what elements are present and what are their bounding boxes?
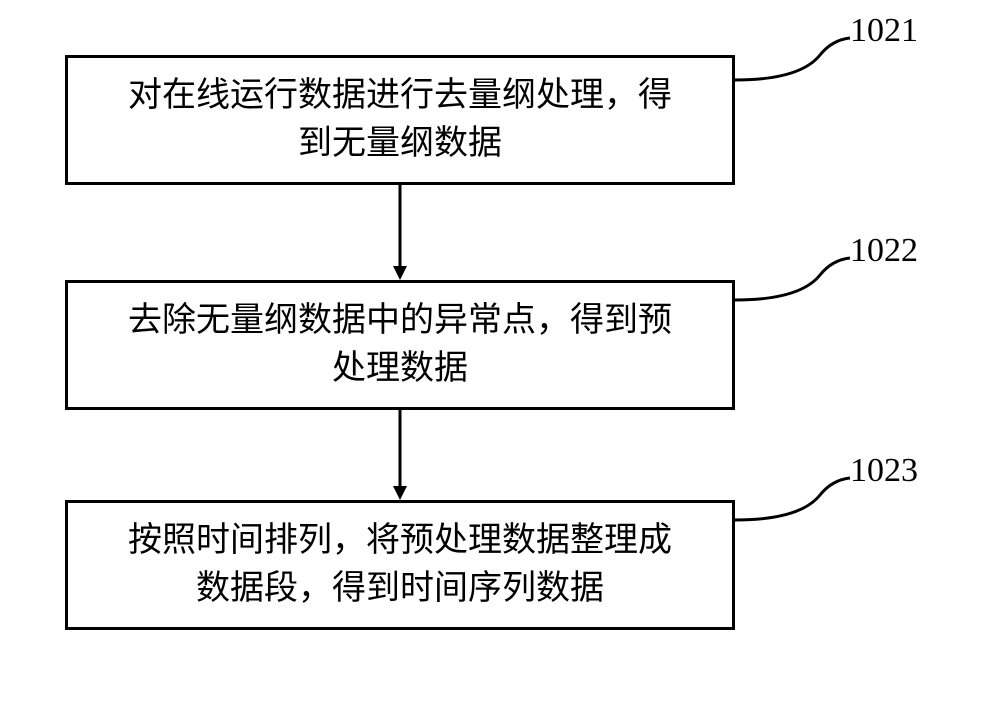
flowchart-node-2-text: 去除无量纲数据中的异常点，得到预 处理数据 — [128, 297, 672, 392]
flowchart-callout — [735, 258, 850, 300]
flowchart-label-1: 1021 — [850, 12, 918, 50]
flowchart-node-1: 对在线运行数据进行去量纲处理，得 到无量纲数据 — [65, 55, 735, 185]
flowchart-node-2: 去除无量纲数据中的异常点，得到预 处理数据 — [65, 280, 735, 410]
flowchart-label-2: 1022 — [850, 232, 918, 270]
flowchart-callout — [735, 38, 850, 80]
flowchart-canvas: 对在线运行数据进行去量纲处理，得 到无量纲数据 去除无量纲数据中的异常点，得到预… — [0, 0, 1000, 717]
flowchart-node-3: 按照时间排列，将预处理数据整理成 数据段，得到时间序列数据 — [65, 500, 735, 630]
flowchart-node-1-text: 对在线运行数据进行去量纲处理，得 到无量纲数据 — [128, 72, 672, 167]
flowchart-callout — [735, 478, 850, 520]
flowchart-label-3: 1023 — [850, 452, 918, 490]
flowchart-node-3-text: 按照时间排列，将预处理数据整理成 数据段，得到时间序列数据 — [128, 517, 672, 612]
